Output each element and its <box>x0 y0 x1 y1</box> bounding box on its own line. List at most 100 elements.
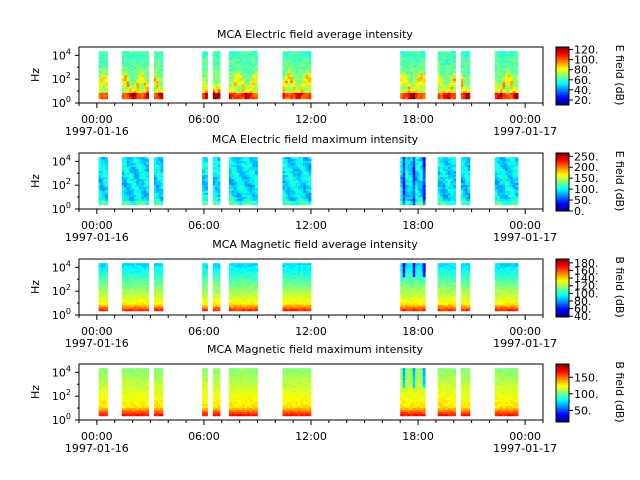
spectrogram-cell <box>292 59 296 62</box>
spectrogram-cell <box>156 271 159 274</box>
colorbar-swatch <box>556 96 569 99</box>
spectrogram-cell <box>298 186 302 190</box>
spectrogram-cell <box>440 163 444 166</box>
spectrogram-cell <box>400 71 404 74</box>
spectrogram-cell <box>507 88 511 92</box>
spectrogram-cell <box>234 302 238 306</box>
spectrogram-cell <box>300 263 304 266</box>
spectrogram-cell <box>217 298 221 302</box>
spectrogram-cell <box>241 285 245 288</box>
spectrogram-cell <box>295 169 299 172</box>
spectrogram-cell <box>126 300 130 304</box>
spectrogram-cell <box>252 78 256 82</box>
spectrogram-cell <box>239 63 243 66</box>
spectrogram-cell <box>308 73 312 76</box>
spectrogram-cell <box>298 179 302 182</box>
spectrogram-cell <box>249 55 253 58</box>
spectrogram-cell <box>407 179 411 182</box>
spectrogram-cell <box>98 308 102 312</box>
spectrogram-cell <box>217 175 221 178</box>
spectrogram-cell <box>303 55 307 58</box>
spectrogram-cell <box>141 86 145 90</box>
spectrogram-cell <box>100 63 104 66</box>
spectrogram-cell <box>244 292 248 296</box>
spectrogram-cell <box>292 273 296 276</box>
spectrogram-cell <box>217 76 221 80</box>
spectrogram-cell <box>134 281 137 284</box>
spectrogram-cell <box>249 298 253 302</box>
spectrogram-cell <box>217 281 221 284</box>
spectrogram-cell <box>303 65 307 68</box>
spectrogram-cell <box>239 267 243 270</box>
spectrogram-cell <box>300 53 304 56</box>
spectrogram-cell <box>252 298 256 302</box>
panel-title: MCA Magnetic field average intensity <box>212 238 418 251</box>
spectrogram-cell <box>103 296 106 300</box>
spectrogram-cell <box>422 167 426 170</box>
spectrogram-cell <box>467 157 471 160</box>
spectrogram-cell <box>239 177 243 180</box>
spectrogram-cell <box>463 190 466 194</box>
spectrogram-cell <box>407 181 411 184</box>
spectrogram-cell <box>453 202 456 206</box>
spectrogram-cell <box>234 96 238 100</box>
spectrogram-cell <box>202 167 206 170</box>
spectrogram-cell <box>292 302 296 306</box>
spectrogram-cell <box>143 273 147 276</box>
spectrogram-cell <box>447 198 451 202</box>
spectrogram-cell <box>202 288 206 292</box>
spectrogram-cell <box>215 267 219 270</box>
spectrogram-cell <box>412 76 416 80</box>
colorbar-swatch <box>556 192 569 194</box>
colorbar-swatch <box>556 49 569 52</box>
spectrogram-cell <box>453 169 456 172</box>
spectrogram-cell <box>415 181 419 184</box>
spectrogram-cell <box>512 84 516 88</box>
spectrogram-cell <box>124 277 128 280</box>
spectrogram-cell <box>512 196 516 200</box>
spectrogram-cell <box>124 61 128 64</box>
spectrogram-cell <box>146 302 149 306</box>
spectrogram-cell <box>447 69 451 72</box>
spectrogram-cell <box>453 194 456 198</box>
spectrogram-cell <box>212 157 216 160</box>
spectrogram-cell <box>499 190 503 194</box>
spectrogram-cell <box>417 190 421 194</box>
spectrogram-cell <box>412 69 416 72</box>
spectrogram-cell <box>160 306 164 310</box>
spectrogram-cell <box>134 59 137 62</box>
spectrogram-cell <box>465 88 468 92</box>
spectrogram-cell <box>146 169 149 172</box>
spectrogram-cell <box>134 298 137 302</box>
spectrogram-cell <box>292 173 296 176</box>
spectrogram-cell <box>234 90 238 94</box>
spectrogram-cell <box>134 194 137 198</box>
spectrogram-cell <box>231 78 235 82</box>
spectrogram-cell <box>450 157 454 160</box>
spectrogram-cell <box>236 175 240 178</box>
spectrogram-cell <box>234 188 238 192</box>
spectrogram-cell <box>295 86 299 90</box>
spectrogram-cell <box>138 159 142 162</box>
spectrogram-cell <box>295 292 299 296</box>
spectrogram-cell <box>143 51 147 54</box>
spectrogram-cell <box>494 165 498 168</box>
spectrogram-cell <box>204 192 208 196</box>
spectrogram-cell <box>254 165 258 168</box>
spectrogram-cell <box>308 302 312 306</box>
spectrogram-cell <box>505 51 509 54</box>
spectrogram-cell <box>146 184 149 188</box>
spectrogram-cell <box>124 292 128 296</box>
spectrogram-cell <box>126 283 130 286</box>
spectrogram-cell <box>160 290 164 294</box>
spectrogram-cell <box>100 71 104 74</box>
spectrogram-cell <box>440 69 444 72</box>
spectrogram-cell <box>282 290 286 294</box>
spectrogram-cell <box>420 171 424 174</box>
spectrogram-cell <box>450 75 454 78</box>
spectrogram-cell <box>141 196 145 200</box>
spectrogram-cell <box>143 277 147 280</box>
spectrogram-cell <box>212 306 216 310</box>
spectrogram-cell <box>98 177 102 180</box>
spectrogram-cell <box>141 298 145 302</box>
